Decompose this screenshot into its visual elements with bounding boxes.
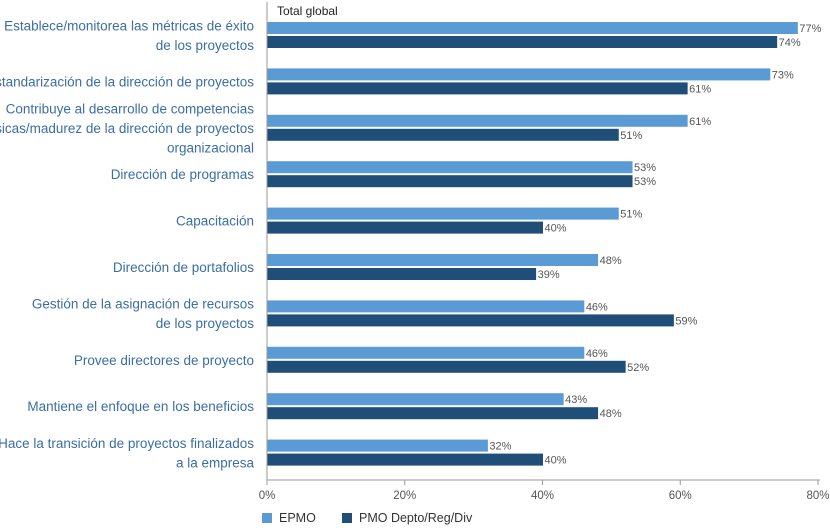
bar-epmo (267, 300, 585, 313)
bar-pmo-depto (267, 453, 543, 466)
category-label: Dirección de programas (111, 167, 255, 182)
x-tick-label: 20% (393, 490, 416, 502)
bar-epmo (267, 393, 564, 406)
chart-title: Total global (277, 4, 338, 18)
bar-value-label: 43% (565, 394, 587, 406)
legend-swatch-pmo-depto (342, 513, 352, 523)
category-label: Mantiene el enfoque en los beneficios (27, 399, 254, 414)
bar-pmo-depto (267, 175, 633, 188)
bar-value-label: 48% (600, 408, 622, 420)
category-label: Contribuye al desarrollo de competencias… (0, 101, 254, 155)
bar-epmo (267, 22, 798, 34)
bar-pmo-depto (267, 82, 688, 95)
bar-value-label: 61% (689, 83, 711, 95)
bar-value-label: 51% (620, 209, 642, 221)
bar-value-label: 77% (799, 23, 821, 35)
bar-epmo (267, 346, 585, 359)
legend-label-epmo: EPMO (279, 511, 316, 525)
x-tick-label: 0% (259, 490, 276, 502)
bar-pmo-depto (267, 360, 626, 373)
bar-pmo-depto (267, 221, 543, 234)
bar-pmo-depto (267, 314, 674, 327)
bar-value-label: 40% (545, 223, 567, 235)
bar-pmo-depto (267, 407, 599, 420)
bar-value-label: 52% (627, 362, 649, 374)
legend-swatch-epmo (262, 513, 272, 523)
bar-value-label: 53% (634, 176, 656, 188)
bar-value-label: 73% (772, 69, 794, 81)
x-tick-label: 60% (669, 490, 692, 502)
bar-epmo (267, 68, 771, 81)
bar-value-label: 59% (675, 315, 697, 327)
bar-value-label: 46% (586, 301, 608, 313)
category-label: Provee directores de proyecto (74, 353, 254, 368)
bar-value-label: 53% (634, 162, 656, 174)
bar-epmo (267, 161, 633, 174)
bar-value-label: 74% (779, 37, 801, 49)
bar-value-label: 61% (689, 116, 711, 128)
bar-epmo (267, 254, 599, 266)
category-label: Gestión de la asignación de recursos de l… (32, 297, 254, 332)
bar-value-label: 32% (489, 441, 511, 453)
category-label: Hace la transición de proyectos finaliza… (0, 436, 254, 471)
bar-epmo (267, 207, 619, 220)
bar-value-label: 46% (586, 348, 608, 360)
legend-label-pmo-depto: PMO Depto/Reg/Div (359, 511, 473, 525)
bar-epmo (267, 114, 688, 127)
category-label: Dirección de portafolios (113, 260, 254, 275)
bar-value-label: 40% (545, 455, 567, 467)
bar-value-label: 39% (538, 269, 560, 281)
bar-pmo-depto (267, 36, 778, 48)
bar-value-label: 48% (600, 255, 622, 267)
bar-pmo-depto (267, 128, 619, 141)
bar-epmo (267, 439, 488, 452)
category-label: Estandarización de la dirección de proye… (0, 74, 254, 89)
bar-pmo-depto (267, 268, 537, 280)
x-tick-label: 80% (806, 490, 829, 502)
category-label: Capacitación (176, 214, 254, 229)
x-tick-label: 40% (531, 490, 554, 502)
category-label: Establece/monitorea las métricas de éxit… (4, 18, 254, 53)
bar-value-label: 51% (620, 130, 642, 142)
